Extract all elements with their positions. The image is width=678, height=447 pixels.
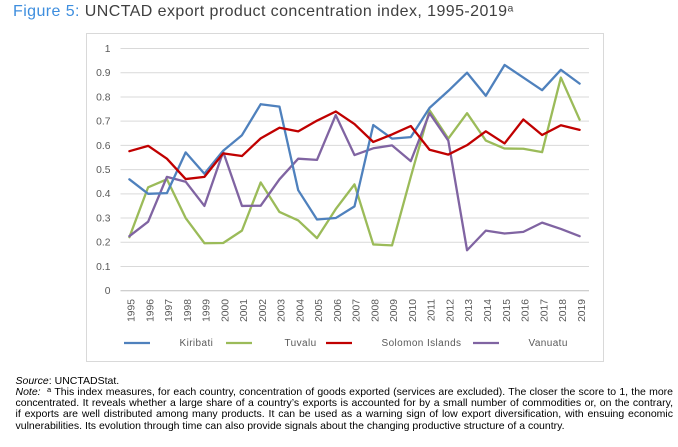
- svg-text:2001: 2001: [239, 299, 250, 322]
- svg-text:2010: 2010: [408, 299, 419, 322]
- svg-text:2006: 2006: [333, 299, 344, 322]
- svg-text:Tuvalu: Tuvalu: [285, 338, 317, 349]
- svg-text:2014: 2014: [483, 299, 494, 322]
- svg-text:0.6: 0.6: [96, 141, 111, 152]
- svg-text:2012: 2012: [446, 299, 457, 322]
- svg-text:0: 0: [105, 286, 111, 297]
- svg-text:0.9: 0.9: [96, 68, 111, 79]
- svg-text:2017: 2017: [539, 299, 550, 322]
- svg-text:1999: 1999: [202, 299, 213, 322]
- svg-text:0.2: 0.2: [96, 238, 111, 249]
- svg-text:0.4: 0.4: [96, 189, 111, 200]
- svg-text:2004: 2004: [295, 299, 306, 322]
- svg-text:2009: 2009: [389, 299, 400, 322]
- svg-text:2019: 2019: [577, 299, 588, 322]
- svg-text:2005: 2005: [314, 299, 325, 322]
- svg-text:1998: 1998: [183, 299, 194, 322]
- svg-text:2007: 2007: [352, 299, 363, 322]
- svg-text:2008: 2008: [370, 299, 381, 322]
- svg-text:0.7: 0.7: [96, 117, 111, 128]
- svg-text:1995: 1995: [127, 299, 138, 322]
- svg-text:1996: 1996: [145, 299, 156, 322]
- svg-text:Vanuatu: Vanuatu: [529, 338, 568, 349]
- svg-text:Kiribati: Kiribati: [180, 338, 214, 349]
- svg-text:2003: 2003: [277, 299, 288, 322]
- svg-text:2015: 2015: [502, 299, 513, 322]
- svg-text:0.3: 0.3: [96, 213, 111, 224]
- svg-text:0.5: 0.5: [96, 165, 111, 176]
- svg-text:0.1: 0.1: [96, 262, 111, 273]
- svg-text:0.8: 0.8: [96, 92, 111, 103]
- svg-text:2011: 2011: [427, 299, 438, 321]
- svg-text:2013: 2013: [464, 299, 475, 322]
- svg-text:2002: 2002: [258, 299, 269, 322]
- svg-text:2016: 2016: [521, 299, 532, 322]
- svg-text:Solomon Islands: Solomon Islands: [382, 338, 462, 349]
- svg-text:2018: 2018: [558, 299, 569, 322]
- svg-text:2000: 2000: [220, 299, 231, 322]
- svg-text:1997: 1997: [164, 299, 175, 322]
- svg-text:1: 1: [105, 44, 111, 55]
